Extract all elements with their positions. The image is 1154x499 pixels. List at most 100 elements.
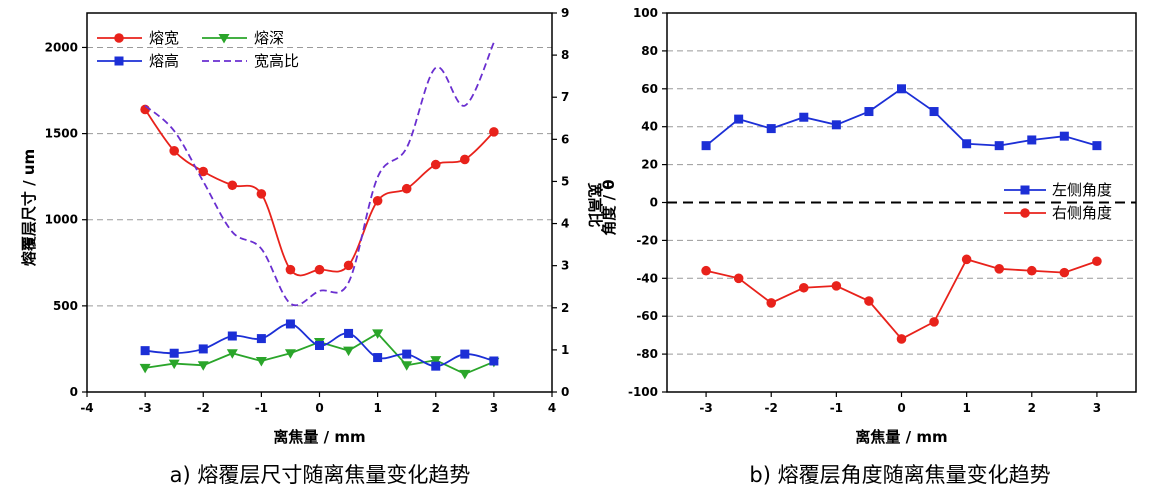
y2-tick-label-a: 7 (561, 90, 569, 104)
x-tick-label-b: 3 (1093, 401, 1101, 415)
legend-label-a-0: 熔宽 (149, 29, 179, 47)
y-tick-label-a: 500 (53, 299, 78, 313)
y2-tick-label-a: 6 (561, 132, 569, 146)
data-point-a-0 (314, 264, 325, 275)
y-tick-label-b: 60 (641, 82, 658, 96)
x-tick-label-a: 3 (490, 401, 498, 415)
y2-axis-label-a: 宽高比 (586, 181, 604, 227)
data-point-b-1 (1092, 256, 1102, 267)
data-point-a-2 (315, 340, 324, 350)
legend-marker-a-1 (218, 34, 230, 44)
legend-label-b-1: 右侧角度 (1052, 204, 1112, 222)
data-point-b-0 (1027, 135, 1037, 145)
data-point-a-2 (198, 344, 208, 354)
caption-b: b) 熔覆层角度随离焦量变化趋势 (749, 463, 1050, 487)
y-tick-label-b: 20 (641, 158, 658, 172)
y-tick-label-b: 0 (650, 196, 658, 210)
data-point-b-1 (1026, 265, 1037, 276)
data-point-b-1 (961, 254, 972, 265)
data-point-a-2 (285, 319, 295, 329)
data-point-a-2 (402, 349, 412, 359)
data-point-a-1 (401, 361, 413, 371)
data-point-a-2 (227, 331, 237, 341)
data-point-b-0 (734, 114, 744, 124)
data-point-a-2 (460, 349, 470, 359)
data-point-a-1 (459, 369, 471, 380)
legend-label-b-0: 左侧角度 (1052, 181, 1112, 199)
x-tick-label-b: 0 (897, 401, 905, 415)
data-point-b-0 (994, 141, 1004, 151)
data-point-b-0 (831, 120, 841, 130)
panel-b-angle-chart: -3 -2 -1 0 1 2 3 -100 -80 -60 -40 -20 0 20 40 60 80 100 离焦… (600, 6, 1137, 487)
x-tick-label-b: 2 (1028, 401, 1036, 415)
y-axis-label-b: 角度 / θ (600, 179, 618, 235)
data-point-a-1 (284, 349, 296, 359)
data-point-b-0 (962, 139, 972, 149)
legend-label-a-2: 熔高 (149, 52, 179, 70)
x-axis-label-b: 离焦量 / mm (855, 428, 947, 446)
legend-label-a-3: 宽高比 (254, 52, 299, 70)
data-point-a-2 (344, 328, 354, 338)
y2-tick-label-a: 0 (561, 385, 569, 399)
y2-tick-label-a: 4 (561, 217, 569, 231)
data-point-a-0 (198, 166, 209, 177)
data-point-a-0 (343, 260, 354, 271)
data-point-b-1 (766, 298, 777, 308)
x-tick-label-b: -1 (830, 401, 843, 415)
caption-a: a) 熔覆层尺寸随离焦量变化趋势 (170, 463, 471, 487)
data-point-b-1 (798, 282, 809, 293)
x-tick-label-a: -1 (255, 401, 268, 415)
legend-marker-a-0 (114, 33, 124, 43)
y-tick-label-b: -60 (636, 309, 658, 323)
y2-tick-label-a: 5 (561, 174, 569, 188)
data-point-b-0 (929, 107, 939, 117)
y2-tick-label-a: 8 (561, 48, 569, 62)
data-point-b-1 (1059, 267, 1070, 278)
legend-marker-b-1 (1020, 208, 1030, 218)
x-tick-label-a: -4 (80, 401, 93, 415)
data-point-a-2 (140, 346, 150, 356)
y-tick-label-a: 2000 (45, 40, 78, 54)
data-point-a-2 (373, 353, 383, 363)
data-point-a-0 (489, 127, 499, 137)
data-point-a-2 (489, 356, 499, 366)
y-tick-label-b: -80 (636, 347, 658, 361)
x-tick-label-a: 0 (315, 401, 323, 415)
data-point-b-1 (864, 296, 874, 306)
data-point-a-1 (343, 346, 355, 357)
data-point-b-1 (929, 317, 939, 327)
x-tick-label-a: 2 (432, 401, 440, 415)
x-tick-label-b: 1 (962, 401, 970, 415)
series-line-a-0 (144, 108, 495, 277)
x-tick-label-a: 1 (373, 401, 381, 415)
y-tick-label-b: 80 (641, 44, 658, 58)
data-point-b-0 (701, 141, 711, 151)
y-tick-label-b: -20 (636, 233, 658, 247)
data-point-a-0 (285, 264, 296, 275)
data-point-a-0 (169, 146, 179, 156)
y-tick-label-b: -40 (636, 271, 658, 285)
data-point-a-2 (431, 361, 441, 371)
data-point-b-0 (766, 124, 776, 134)
series-line-b-1 (705, 258, 1098, 341)
data-point-a-1 (139, 363, 151, 374)
data-point-a-2 (169, 348, 179, 358)
data-point-a-0 (256, 189, 267, 199)
y2-tick-label-a: 3 (561, 259, 569, 273)
y-tick-label-a: 1000 (45, 213, 78, 227)
data-point-b-0 (897, 84, 906, 94)
y2-tick-label-a: 9 (561, 6, 569, 20)
data-point-a-1 (168, 359, 180, 370)
x-tick-label-a: -3 (138, 401, 151, 415)
data-point-a-0 (401, 183, 412, 194)
data-point-b-0 (1059, 131, 1069, 141)
panel-a-size-chart: -4 -3 -2 -1 0 1 2 3 405001000150020000123456789离… (20, 6, 604, 487)
legend-label-a-1: 熔深 (254, 29, 284, 47)
y2-tick-label-a: 2 (561, 301, 569, 315)
data-point-b-0 (799, 112, 809, 122)
data-point-a-1 (372, 329, 384, 339)
x-axis-label-a: 离焦量 / mm (273, 428, 365, 446)
data-point-a-1 (430, 356, 442, 366)
y-tick-label-b: 40 (641, 120, 658, 134)
y2-tick-label-a: 1 (561, 343, 569, 357)
